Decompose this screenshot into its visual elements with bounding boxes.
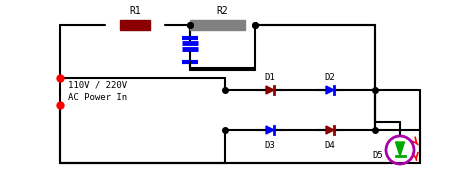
- Text: D2: D2: [324, 73, 335, 82]
- Text: D5: D5: [373, 151, 383, 159]
- Text: R1: R1: [129, 6, 141, 16]
- Polygon shape: [326, 126, 334, 134]
- Polygon shape: [266, 86, 274, 94]
- Polygon shape: [326, 86, 334, 94]
- Polygon shape: [396, 142, 405, 156]
- Polygon shape: [266, 126, 274, 134]
- Text: D3: D3: [265, 140, 275, 149]
- Text: 110V / 220V: 110V / 220V: [68, 80, 127, 89]
- Text: R2: R2: [216, 6, 228, 16]
- Text: D1: D1: [265, 73, 275, 82]
- Text: AC Power In: AC Power In: [68, 93, 127, 102]
- FancyBboxPatch shape: [190, 20, 245, 30]
- FancyBboxPatch shape: [120, 20, 150, 30]
- Text: D4: D4: [324, 140, 335, 149]
